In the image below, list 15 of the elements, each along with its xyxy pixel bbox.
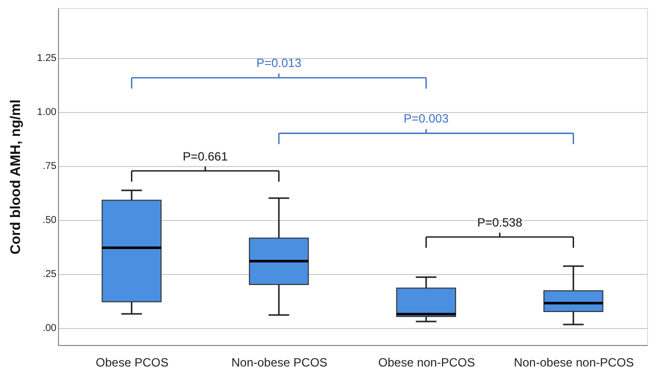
y-tick-label: .75 <box>42 161 57 172</box>
y-axis-title: Cord blood AMH, ng/ml <box>7 99 24 255</box>
annotation: P=0.538 <box>477 215 523 230</box>
y-tick-label: .50 <box>42 215 57 226</box>
y-tick-label: .25 <box>42 269 57 280</box>
y-tick-label: 1.25 <box>37 53 57 64</box>
annotation: P=0.661 <box>182 149 228 164</box>
y-tick-label: 1.00 <box>37 107 57 118</box>
annotation: P=0.003 <box>404 112 449 126</box>
x-tick-label: Obese PCOS <box>96 356 168 370</box>
y-tick-label: .00 <box>42 323 57 334</box>
x-tick-label: Obese non-PCOS <box>378 356 475 370</box>
x-tick-label: Non-obese non-PCOS <box>514 356 634 370</box>
x-tick-label: Non-obese PCOS <box>231 356 328 370</box>
annotation: P=0.013 <box>256 56 302 70</box>
